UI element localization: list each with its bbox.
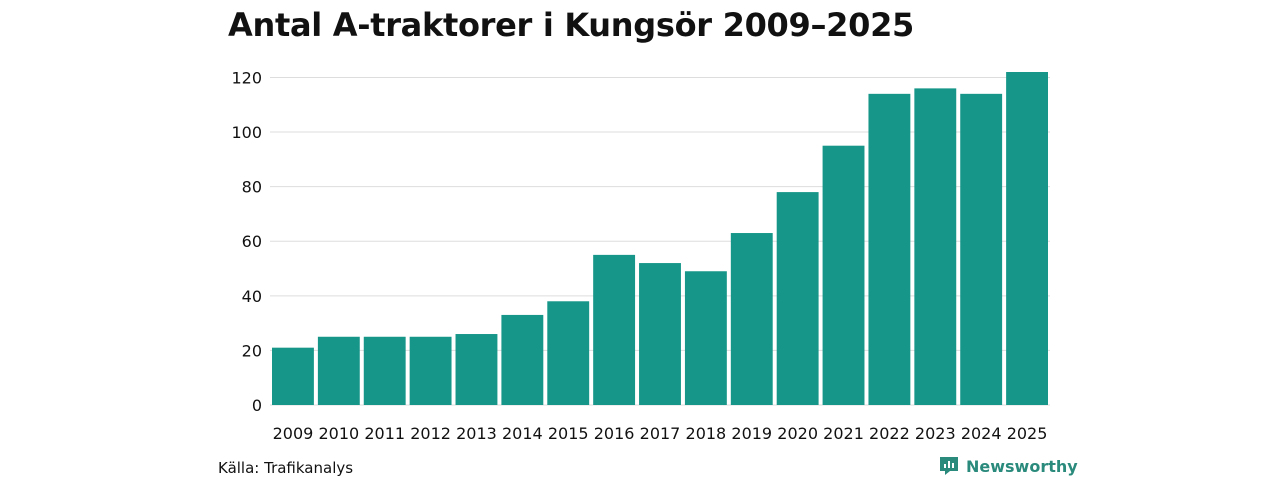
- chart-title: Antal A-traktorer i Kungsör 2009–2025: [228, 6, 915, 44]
- y-tick-label: 80: [242, 178, 262, 197]
- bar-2018: [684, 271, 727, 405]
- bars: [272, 72, 1048, 406]
- x-tick-label: 2023: [915, 424, 956, 443]
- x-tick-label: 2022: [869, 424, 910, 443]
- brand-name: Newsworthy: [966, 456, 1078, 476]
- x-tick-label: 2019: [731, 424, 772, 443]
- source-note: Källa: Trafikanalys: [218, 459, 354, 477]
- x-tick-label: 2014: [502, 424, 543, 443]
- brand-logo: Newsworthy: [938, 455, 1078, 477]
- bar-2022: [868, 93, 911, 406]
- x-tick-label: 2010: [318, 424, 359, 443]
- x-tick-label: 2015: [548, 424, 589, 443]
- x-tick-label: 2013: [456, 424, 497, 443]
- bar-2020: [776, 192, 819, 405]
- bar-2010: [317, 336, 360, 405]
- bar-2011: [363, 336, 406, 405]
- x-tick-label: 2024: [961, 424, 1002, 443]
- y-tick-label: 60: [242, 232, 262, 251]
- y-tick-label: 40: [242, 287, 262, 306]
- bar-2021: [822, 145, 865, 405]
- x-tick-label: 2016: [594, 424, 635, 443]
- bar-2012: [409, 336, 452, 405]
- x-tick-label: 2018: [686, 424, 727, 443]
- x-axis-ticks: 2009 2010 2011 2012 2013 2014 2015 2016 2017 2018…: [273, 424, 1048, 443]
- x-tick-label: 2025: [1007, 424, 1048, 443]
- bar-2013: [455, 334, 498, 405]
- y-tick-label: 20: [242, 341, 262, 360]
- bar-2019: [730, 233, 773, 405]
- y-tick-label: 120: [231, 68, 262, 87]
- bar-2009: [272, 347, 314, 405]
- bar-2024: [960, 93, 1003, 406]
- bar-2025: [1006, 72, 1048, 405]
- y-tick-label: 0: [252, 396, 262, 415]
- bar-2016: [593, 254, 636, 405]
- x-tick-label: 2009: [273, 424, 314, 443]
- y-axis-ticks: 0 20 40 60 80 100 120: [231, 68, 262, 415]
- bar-2014: [501, 314, 544, 405]
- x-tick-label: 2020: [777, 424, 818, 443]
- bar-2015: [547, 301, 590, 405]
- x-tick-label: 2021: [823, 424, 864, 443]
- bar-2023: [914, 88, 957, 406]
- newsworthy-logo-icon: [940, 457, 958, 475]
- x-tick-label: 2011: [364, 424, 405, 443]
- x-tick-label: 2017: [640, 424, 681, 443]
- bar-2017: [639, 263, 681, 405]
- x-tick-label: 2012: [410, 424, 451, 443]
- y-tick-label: 100: [231, 123, 262, 142]
